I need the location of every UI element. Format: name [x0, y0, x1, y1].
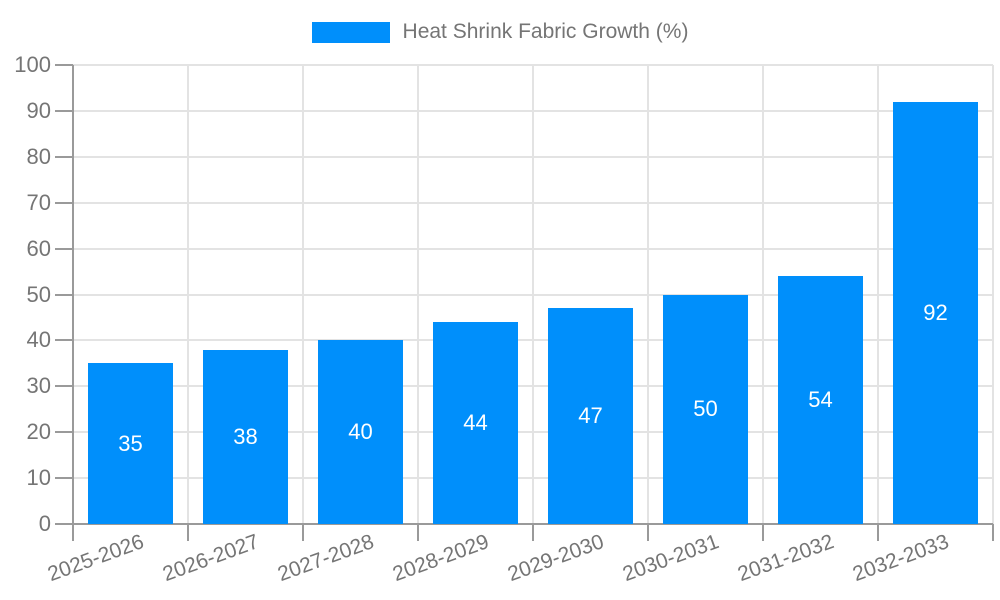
- bar-value-label: 92: [923, 299, 948, 325]
- x-tick-label: 2028-2029: [389, 530, 493, 587]
- y-tick-label: 0: [38, 511, 51, 536]
- bar-value-label: 50: [693, 396, 718, 422]
- bar-value-label: 35: [118, 430, 143, 456]
- y-tick-label: 70: [26, 189, 51, 215]
- bar-value-label: 44: [463, 410, 488, 436]
- x-tick-label: 2031-2032: [734, 530, 838, 587]
- y-tick-label: 90: [26, 97, 51, 123]
- v-gridline: [302, 65, 304, 524]
- x-axis-tick: [762, 524, 764, 541]
- v-gridline: [187, 65, 189, 524]
- x-axis-tick: [72, 524, 74, 541]
- y-axis-tick: [55, 201, 73, 204]
- v-gridline: [762, 65, 764, 524]
- bar[interactable]: [778, 276, 863, 524]
- bar-value-label: 38: [233, 423, 258, 449]
- x-axis-tick: [877, 524, 879, 541]
- x-tick-label: 2027-2028: [274, 530, 378, 587]
- x-tick-label: 2025-2026: [44, 530, 148, 587]
- x-tick-label: 2026-2027: [159, 530, 263, 587]
- v-gridline: [417, 65, 419, 524]
- x-axis-tick: [302, 524, 304, 541]
- y-axis-tick: [55, 385, 73, 388]
- y-tick-label: 100: [14, 52, 51, 77]
- bar[interactable]: [318, 340, 403, 524]
- bar-value-label: 54: [808, 387, 833, 413]
- legend-swatch-icon: [311, 21, 390, 43]
- bar[interactable]: [433, 322, 518, 524]
- v-gridline: [647, 65, 649, 524]
- y-axis-tick: [55, 293, 73, 296]
- bar[interactable]: [893, 101, 978, 524]
- x-axis-tick: [647, 524, 649, 541]
- y-tick-label: 20: [26, 419, 51, 445]
- bar[interactable]: [663, 294, 748, 524]
- x-axis-tick: [532, 524, 534, 541]
- v-gridline: [532, 65, 534, 524]
- x-axis-tick: [417, 524, 419, 541]
- y-tick-label: 30: [26, 373, 51, 399]
- y-tick-label: 10: [26, 465, 51, 491]
- v-gridline: [877, 65, 879, 524]
- y-axis-line: [72, 65, 74, 526]
- x-tick-label: 2030-2031: [619, 530, 723, 587]
- y-axis-tick: [55, 431, 73, 434]
- chart-legend[interactable]: Heat Shrink Fabric Growth (%): [0, 20, 1000, 44]
- y-tick-label: 40: [26, 327, 51, 353]
- x-tick-label: 2029-2030: [504, 530, 608, 587]
- y-tick-label: 60: [26, 235, 51, 261]
- bar-value-label: 47: [578, 403, 603, 429]
- y-axis-tick: [55, 247, 73, 250]
- x-tick-label: 2032-2033: [849, 530, 953, 587]
- y-axis-tick: [55, 109, 73, 112]
- x-axis-tick: [992, 524, 994, 541]
- bar[interactable]: [88, 363, 173, 524]
- bar-value-label: 40: [348, 419, 373, 445]
- y-tick-label: 80: [26, 143, 51, 169]
- y-axis-tick: [55, 523, 73, 525]
- x-axis-tick: [187, 524, 189, 541]
- bar[interactable]: [548, 308, 633, 524]
- y-axis-tick: [55, 339, 73, 342]
- y-axis-tick: [55, 64, 73, 66]
- x-axis-line: [73, 523, 993, 525]
- y-tick-label: 50: [26, 281, 51, 307]
- legend-series-label: Heat Shrink Fabric Growth (%): [402, 20, 689, 43]
- bar[interactable]: [203, 349, 288, 524]
- y-axis-tick: [55, 477, 73, 480]
- v-gridline: [992, 65, 994, 524]
- y-axis-tick: [55, 155, 73, 158]
